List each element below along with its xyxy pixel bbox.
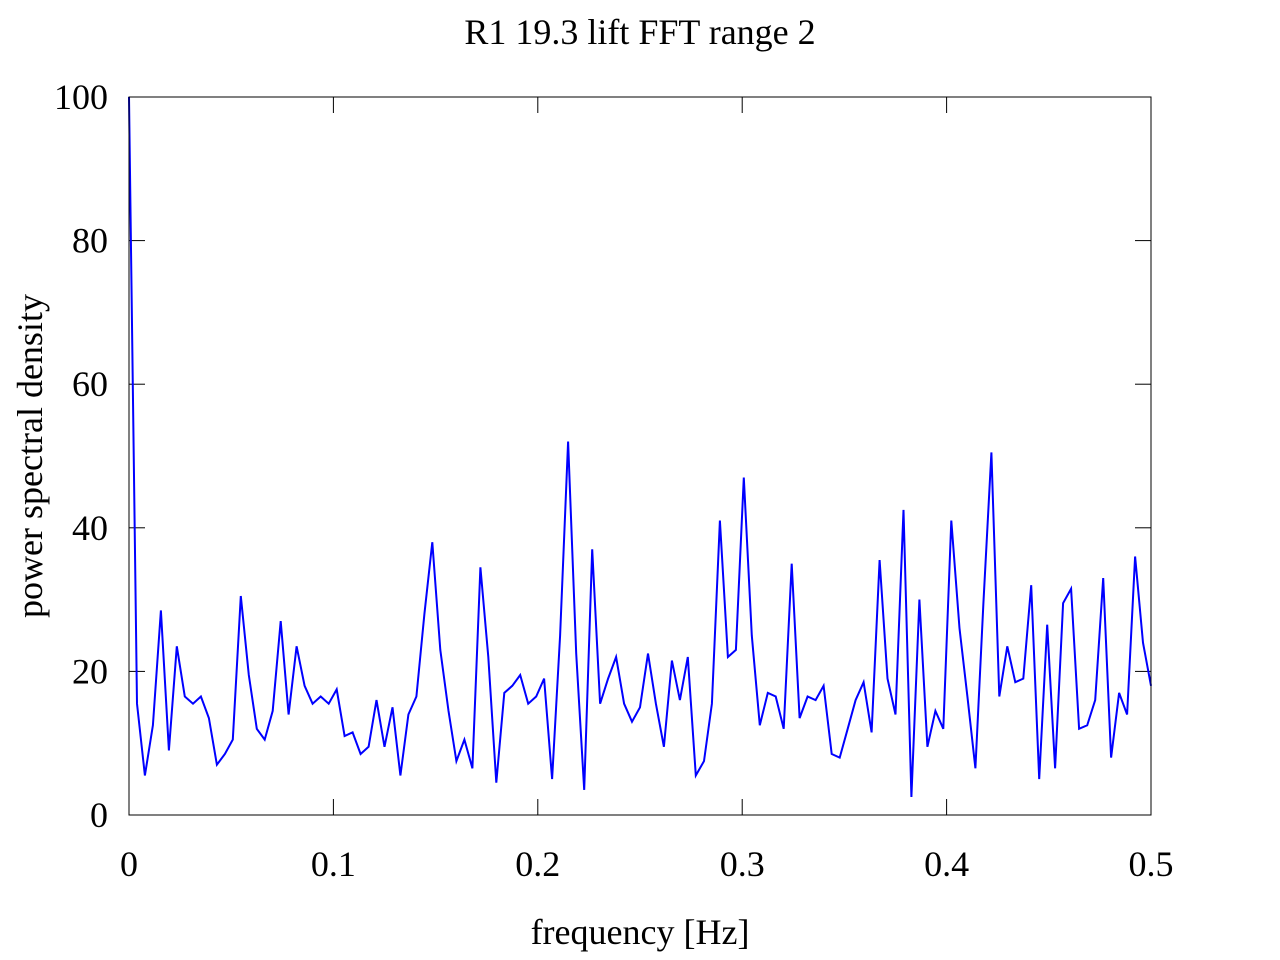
- x-tick-label: 0: [120, 844, 138, 884]
- x-axis-label: frequency [Hz]: [531, 912, 750, 952]
- y-tick-label: 20: [72, 651, 108, 691]
- plot-frame: [128, 96, 1152, 816]
- y-tick-label: 40: [72, 508, 108, 548]
- y-tick-label: 60: [72, 364, 108, 404]
- series-line: [128, 96, 1152, 798]
- y-tick-label: 100: [54, 77, 108, 117]
- y-tick-label: 80: [72, 221, 108, 261]
- y-tick-label: 0: [90, 795, 108, 835]
- x-tick-label: 0.4: [924, 844, 969, 884]
- x-tick-label: 0.5: [1129, 844, 1174, 884]
- x-tick-label: 0.1: [311, 844, 356, 884]
- chart-title: R1 19.3 lift FFT range 2: [464, 12, 815, 52]
- tick-labels-group: 0 0.1 0.2 0.3 0.4 0.5 0 20 40 60 80 100: [54, 77, 1174, 884]
- x-tick-label: 0.2: [515, 844, 560, 884]
- y-axis-label: power spectral density: [10, 294, 50, 618]
- x-tick-label: 0.3: [720, 844, 765, 884]
